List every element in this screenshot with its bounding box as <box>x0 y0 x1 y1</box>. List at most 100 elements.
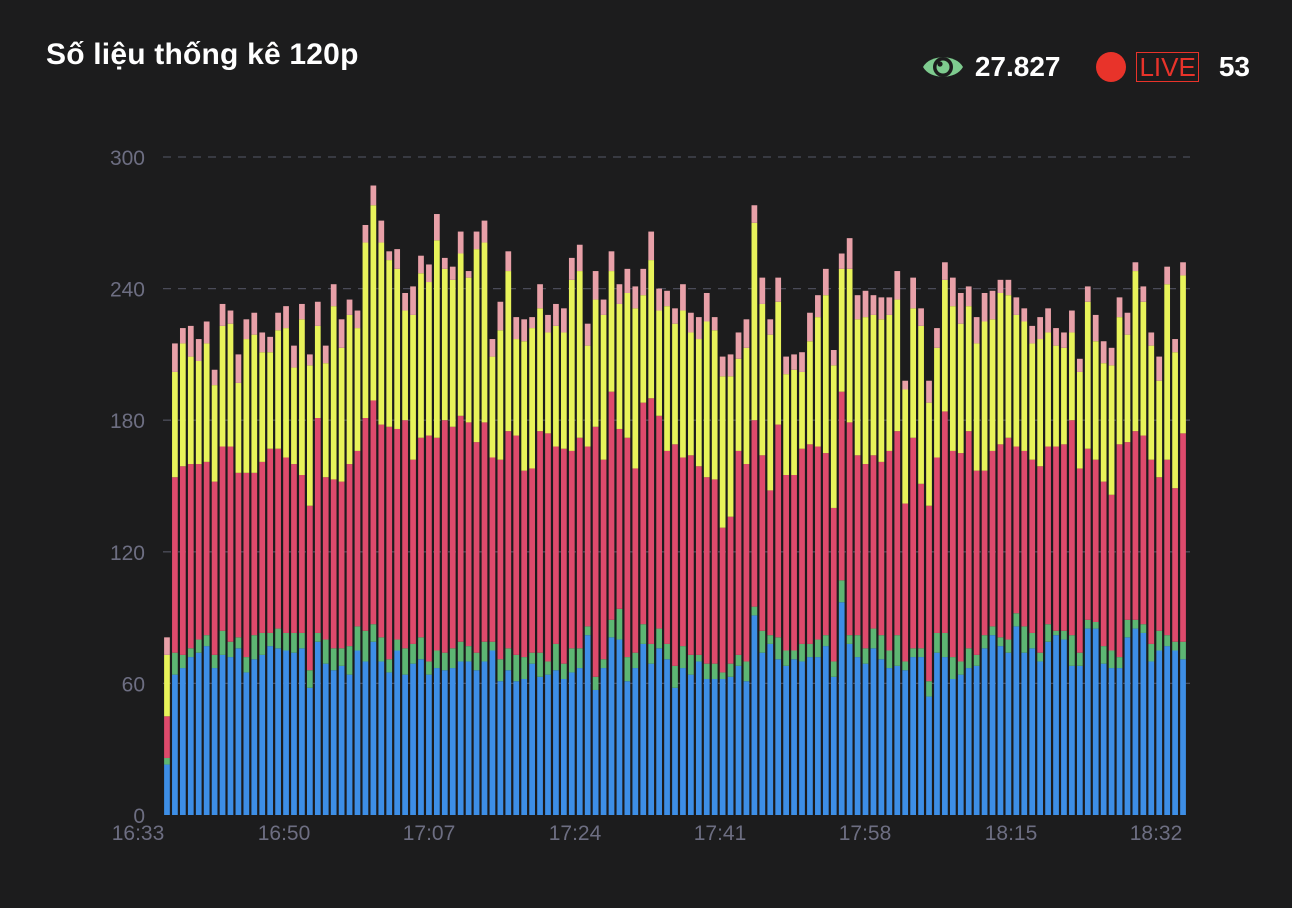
bar-segment <box>957 661 964 675</box>
bar-segment <box>997 637 1004 647</box>
bar-segment <box>735 665 742 815</box>
bar-segment <box>616 639 623 815</box>
bar-segment <box>489 650 496 815</box>
bar-segment <box>981 292 988 322</box>
bar-segment <box>1053 635 1059 815</box>
bar-segment <box>902 503 909 662</box>
bar-segment <box>759 277 766 304</box>
bar-segment <box>172 477 178 653</box>
bar-segment <box>830 507 837 662</box>
bar-segment <box>624 681 631 815</box>
bar-segment <box>711 330 718 480</box>
page-title: Số liệu thống kê 120p <box>46 38 359 71</box>
bar-segment <box>275 312 281 331</box>
bar-segment <box>1069 665 1075 815</box>
bar-segment <box>1148 332 1155 346</box>
bar-segment <box>1124 619 1131 638</box>
bar-segment <box>799 352 805 372</box>
bar-segment <box>307 687 313 815</box>
x-tick-label: 17:07 <box>403 822 456 845</box>
bar-segment <box>1148 459 1155 644</box>
bar-segment <box>1108 650 1115 669</box>
bar-segment <box>1164 459 1171 636</box>
bar-segment <box>291 632 297 653</box>
bar-segment <box>862 317 869 465</box>
bar-segment <box>1116 317 1123 445</box>
bar-segment <box>965 286 972 307</box>
bar-segment <box>426 661 432 675</box>
bar-segment <box>688 674 694 815</box>
bar-segment <box>187 325 194 357</box>
bar-segment <box>1013 613 1020 627</box>
bar-segment <box>441 652 448 671</box>
bar-segment <box>624 657 631 682</box>
bar-segment <box>616 608 623 640</box>
bar-segment <box>1164 266 1171 285</box>
bar-segment <box>1172 339 1178 353</box>
bar-segment <box>561 448 567 664</box>
bar-segment <box>989 635 996 815</box>
bar-segment <box>1069 420 1075 636</box>
bar-segment <box>902 389 909 504</box>
x-axis-ticks: 16:33 16:50 17:07 17:24 17:41 17:58 18:15 18:32 <box>112 822 1183 845</box>
bar-segment <box>330 306 337 480</box>
bar-segment <box>386 260 393 427</box>
bar-segment <box>561 679 567 815</box>
bar-segment <box>1013 446 1020 614</box>
bar-segment <box>886 314 893 451</box>
bar-segment <box>1180 433 1186 642</box>
bar-segment <box>926 380 932 403</box>
bar-segment <box>1156 356 1163 381</box>
bar-segment <box>465 277 472 423</box>
bar-segment <box>886 450 893 651</box>
bar-segment <box>1092 628 1099 815</box>
bar-segment <box>751 606 758 616</box>
bar-segment <box>727 663 734 677</box>
bar-segment <box>1037 466 1044 653</box>
bar-segment <box>624 292 631 438</box>
bar-segment <box>616 284 623 304</box>
bar-segment <box>632 308 639 469</box>
bar-segment <box>688 455 694 655</box>
bar-segment <box>513 339 520 436</box>
bar-segment <box>648 398 655 644</box>
bar-segment <box>529 328 535 469</box>
bar-segment <box>1076 468 1083 653</box>
bar-segment <box>775 637 782 660</box>
bar-segment <box>330 670 337 815</box>
bar-segment <box>1029 343 1036 460</box>
bar-segment <box>672 665 678 688</box>
bar-segment <box>584 626 591 636</box>
bar-segment <box>878 297 885 320</box>
bar-segment <box>179 466 186 655</box>
bar-segment <box>1100 646 1107 664</box>
bar-segment <box>1069 332 1075 421</box>
bar-segment <box>1029 459 1036 633</box>
bar-segment <box>1140 632 1147 815</box>
bar-segment <box>1061 639 1067 815</box>
bar-segment <box>854 455 861 636</box>
y-tick-label: 300 <box>110 147 145 170</box>
bar-segment <box>1045 641 1051 815</box>
eye-icon <box>921 50 965 84</box>
bar-segment <box>418 437 424 638</box>
bar-segment <box>243 319 250 340</box>
bar-segment <box>664 306 670 451</box>
bar-segment <box>553 670 559 815</box>
bar-segment <box>711 317 718 331</box>
bar-segment <box>251 635 258 660</box>
bar-segment <box>600 659 607 669</box>
bar-segment <box>275 648 281 815</box>
bar-segment <box>1076 665 1083 815</box>
bar-segment <box>164 637 170 655</box>
bar-segment <box>1156 650 1163 815</box>
bar-segment <box>473 249 480 443</box>
bar-segment <box>648 643 655 664</box>
bar-segment <box>211 654 218 669</box>
bar-segment <box>703 292 710 322</box>
bar-segment <box>846 422 853 636</box>
bar-segment <box>751 615 758 815</box>
bar-segment <box>1061 332 1067 348</box>
bar-segment <box>592 299 599 427</box>
bar-segment <box>362 630 369 662</box>
